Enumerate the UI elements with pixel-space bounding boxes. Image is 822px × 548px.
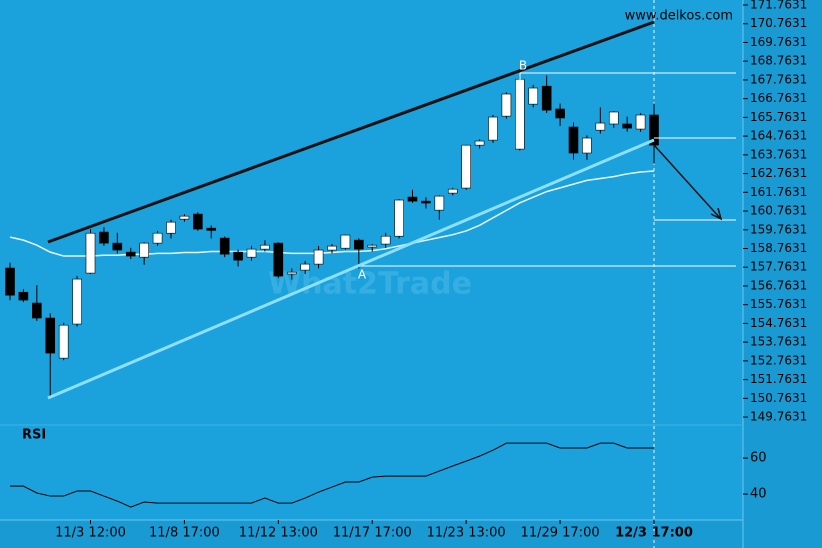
candle-body (166, 221, 176, 234)
y-tick-label: 152.7631 (750, 353, 807, 367)
y-tick-label: 170.7631 (750, 16, 807, 30)
support-line (47, 138, 655, 400)
candle-body (99, 231, 109, 244)
candle-body (380, 235, 391, 245)
candle-body (340, 234, 351, 249)
candle-body (246, 248, 257, 258)
y-tick-label: 171.7631 (750, 0, 807, 11)
time-axis-band (0, 520, 743, 548)
y-tick-label: 165.7631 (750, 110, 807, 124)
candle-body (300, 263, 310, 271)
indicator-label: RSI (22, 428, 46, 443)
candle-body (286, 271, 297, 275)
x-tick-label: 11/8 17:00 (149, 526, 220, 541)
y-tick-label: 153.7631 (750, 335, 807, 349)
candle-body (447, 188, 458, 194)
candle-body (474, 140, 485, 146)
price-axis-band (743, 0, 822, 548)
y-tick-label: 167.7631 (750, 72, 807, 86)
candle-body (58, 324, 69, 359)
candle-body (407, 196, 418, 202)
candle-body (421, 200, 431, 204)
rsi-line (10, 442, 654, 508)
y-tick-label: 158.7631 (750, 241, 807, 255)
y-tick-label: 164.7631 (750, 129, 807, 143)
y-tick-label: 155.7631 (750, 297, 807, 311)
candle-body (112, 242, 123, 251)
y-tick-label: 162.7631 (750, 166, 807, 180)
candle-body (206, 227, 217, 231)
resistance-line (47, 20, 655, 244)
x-tick-label: 11/3 12:00 (55, 526, 126, 541)
candle-body (354, 239, 364, 250)
y-tick-label: 166.7631 (750, 91, 807, 105)
y-tick-label: 169.7631 (750, 35, 807, 49)
forecast-arrow (653, 144, 721, 219)
candle-body (139, 242, 149, 258)
y-tick-label: 150.7631 (750, 391, 807, 405)
candle-body (5, 267, 15, 296)
y2-tick-label: 40 (750, 487, 767, 502)
y-tick-label: 168.7631 (750, 54, 807, 68)
candle-body (595, 122, 606, 131)
candle-body (313, 249, 324, 265)
candle-body (179, 215, 190, 220)
x-tick-label: 12/3 17:00 (615, 526, 693, 541)
forecast-arrowhead (710, 207, 723, 221)
candle-body (528, 87, 539, 105)
candle-body (260, 244, 270, 250)
y-tick-label: 160.7631 (750, 204, 807, 218)
candle-body (541, 85, 552, 111)
plot: 149.7631 150.7631 151.7631 152.7631 153.7631… (5, 0, 807, 541)
candle-body (273, 242, 284, 277)
candle-body (434, 195, 445, 211)
point-label: B (519, 59, 527, 73)
candle-body (125, 251, 136, 257)
candle-body (152, 232, 163, 244)
site-label: www.delkos.com (625, 9, 733, 24)
x-tick-label: 11/12 13:00 (239, 526, 318, 541)
y-tick-label: 151.7631 (750, 372, 807, 386)
candle-body (219, 237, 230, 255)
y-tick-label: 159.7631 (750, 222, 807, 236)
candle-body (233, 251, 243, 261)
candle-body (32, 302, 42, 319)
y-tick-label: 156.7631 (750, 278, 807, 292)
y2-tick-label: 60 (750, 451, 767, 466)
candle-body (488, 116, 498, 141)
x-tick-label: 11/23 13:00 (427, 526, 506, 541)
candle-body (327, 245, 337, 251)
candle-body (461, 144, 471, 189)
candle-body (18, 291, 29, 301)
watermark: What2Trade (268, 267, 472, 302)
candle-body (367, 244, 378, 248)
candle-body (72, 278, 82, 325)
point-label: A (358, 268, 367, 282)
candle-body (635, 114, 646, 130)
x-tick-label: 11/29 17:00 (521, 526, 600, 541)
candle-body (582, 137, 592, 154)
y-tick-label: 157.7631 (750, 260, 807, 274)
candle-body (45, 317, 56, 354)
y-tick-label: 163.7631 (750, 147, 807, 161)
y-tick-label: 154.7631 (750, 316, 807, 330)
candle-body (555, 108, 565, 119)
candle-body (568, 126, 579, 154)
candle-body (622, 123, 632, 129)
candle-body (193, 213, 203, 230)
candle-body (394, 199, 404, 237)
x-tick-label: 11/17 17:00 (333, 526, 412, 541)
candle-body (85, 232, 96, 274)
y-tick-label: 149.7631 (750, 410, 807, 424)
candle-body (501, 93, 512, 117)
candle-body (608, 111, 619, 125)
y-tick-label: 161.7631 (750, 185, 807, 199)
